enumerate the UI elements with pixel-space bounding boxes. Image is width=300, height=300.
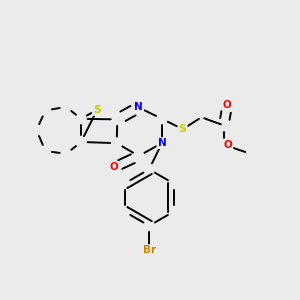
- Text: O: O: [224, 140, 233, 150]
- Text: S: S: [179, 124, 187, 134]
- Text: S: S: [93, 105, 101, 115]
- Text: O: O: [110, 162, 119, 172]
- Text: O: O: [223, 100, 232, 110]
- Text: N: N: [134, 103, 143, 112]
- Text: Br: Br: [142, 245, 156, 255]
- Text: N: N: [158, 138, 166, 148]
